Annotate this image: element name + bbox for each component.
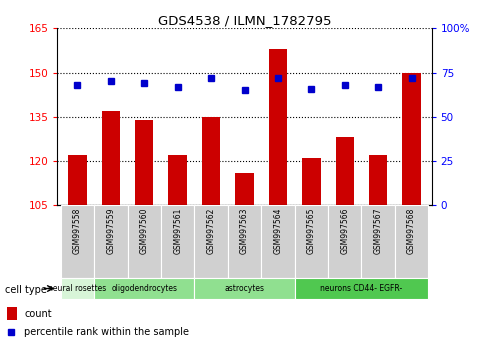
- Bar: [361, 205, 395, 278]
- Bar: [94, 278, 195, 299]
- Bar: [228, 205, 261, 278]
- Bar: [302, 158, 320, 205]
- Text: oligodendrocytes: oligodendrocytes: [111, 284, 177, 293]
- Text: astrocytes: astrocytes: [225, 284, 264, 293]
- Bar: [195, 205, 228, 278]
- Text: GSM997566: GSM997566: [340, 207, 349, 254]
- Bar: [128, 205, 161, 278]
- Bar: [135, 120, 154, 205]
- Bar: [195, 278, 294, 299]
- Bar: [169, 155, 187, 205]
- Text: percentile rank within the sample: percentile rank within the sample: [24, 327, 189, 337]
- Bar: [402, 73, 421, 205]
- Text: GSM997565: GSM997565: [307, 207, 316, 254]
- Bar: [369, 155, 387, 205]
- Text: GSM997562: GSM997562: [207, 207, 216, 254]
- Bar: [236, 173, 253, 205]
- Bar: [294, 205, 328, 278]
- Text: GSM997563: GSM997563: [240, 207, 249, 254]
- Bar: [161, 205, 195, 278]
- Bar: [269, 49, 287, 205]
- Text: neurons CD44- EGFR-: neurons CD44- EGFR-: [320, 284, 403, 293]
- Text: GSM997559: GSM997559: [106, 207, 115, 254]
- Bar: [395, 205, 428, 278]
- Bar: [261, 205, 294, 278]
- Bar: [328, 205, 361, 278]
- Bar: [68, 155, 87, 205]
- Text: count: count: [24, 309, 52, 319]
- Text: GSM997558: GSM997558: [73, 207, 82, 254]
- Title: GDS4538 / ILMN_1782795: GDS4538 / ILMN_1782795: [158, 14, 331, 27]
- Text: GSM997560: GSM997560: [140, 207, 149, 254]
- Text: GSM997568: GSM997568: [407, 207, 416, 254]
- Bar: [61, 205, 94, 278]
- Text: neural rosettes: neural rosettes: [48, 284, 107, 293]
- Text: GSM997561: GSM997561: [173, 207, 182, 254]
- Bar: [102, 111, 120, 205]
- Bar: [6, 307, 17, 320]
- Bar: [335, 137, 354, 205]
- Bar: [94, 205, 128, 278]
- Bar: [294, 278, 428, 299]
- Bar: [61, 278, 94, 299]
- Text: cell type: cell type: [5, 285, 47, 295]
- Text: GSM997567: GSM997567: [374, 207, 383, 254]
- Text: GSM997564: GSM997564: [273, 207, 282, 254]
- Bar: [202, 117, 220, 205]
